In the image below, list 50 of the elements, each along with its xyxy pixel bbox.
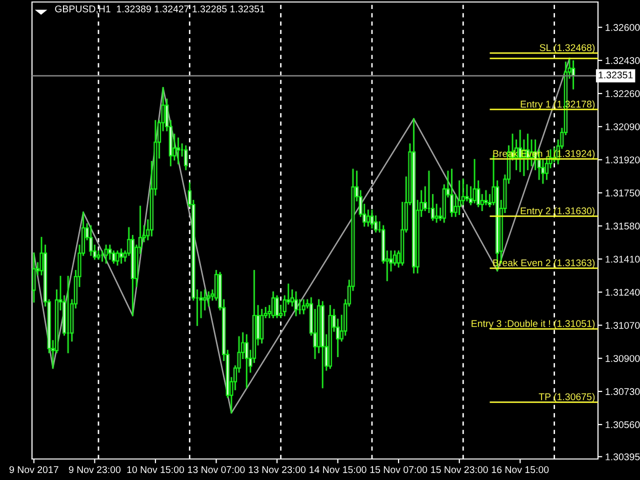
y-tick-label: 1.30395 (606, 453, 640, 460)
ref-line-label: Entry 2 (1.31630) (520, 207, 595, 216)
x-tick-label: 16 Nov 15:00 (492, 466, 549, 474)
candlestick (366, 210, 370, 227)
y-tick-label: 1.31750 (606, 190, 640, 196)
x-tick-label: 15 Nov 07:00 (370, 466, 428, 474)
x-tick-label: 15 Nov 23:00 (431, 466, 488, 474)
y-tick-label: 1.30900 (606, 355, 640, 362)
candlestick (294, 291, 298, 316)
candlestick (484, 190, 488, 206)
candlestick (260, 308, 264, 344)
y-tick-label: 1.32260 (606, 90, 640, 98)
candlestick (244, 334, 248, 388)
candlestick (302, 299, 306, 314)
x-tick-label: 13 Nov 07:00 (188, 466, 245, 474)
candlestick (116, 250, 120, 266)
ref-line-label: Entry 3 :Double it ! (1.31051) (472, 320, 595, 329)
chart-title: GBPUSD,H1 1.32389 1.32427 1.32285 1.32351 (55, 5, 264, 14)
x-tick-label: 10 Nov 15:00 (127, 466, 184, 474)
x-tick-label: 9 Nov 23:00 (68, 466, 121, 474)
ref-line-label: 1.32351 (598, 72, 633, 78)
candlestick (458, 180, 462, 215)
x-tick-label: 14 Nov 15:00 (310, 466, 366, 474)
candlestick (104, 244, 108, 264)
x-tick-label: 13 Nov 23:00 (248, 466, 306, 474)
y-tick-label: 1.31240 (606, 288, 640, 296)
candlestick (32, 252, 36, 303)
y-tick-label: 1.31410 (606, 256, 640, 263)
candlestick (203, 289, 207, 310)
y-tick-label: 1.31580 (606, 222, 640, 230)
candlestick (206, 291, 210, 306)
y-tick-label: 1.31920 (606, 156, 640, 164)
candlestick (465, 184, 469, 202)
candlestick (271, 291, 275, 318)
candlestick (472, 159, 476, 204)
y-tick-label: 1.30730 (606, 388, 640, 396)
candlestick (89, 225, 93, 256)
y-tick-label: 1.32430 (606, 57, 640, 64)
y-tick-label: 1.32600 (606, 24, 640, 31)
y-tick-label: 1.32090 (606, 123, 640, 130)
candlestick (434, 204, 438, 223)
x-tick-label: 9 Nov 2017 (9, 466, 58, 474)
candlestick (108, 244, 112, 260)
ref-line-label: SL (1.32468) (540, 44, 595, 54)
candlestick (120, 248, 124, 264)
y-tick-label: 1.30560 (606, 421, 640, 428)
candlestick (176, 138, 180, 164)
ref-line-label: TP (1.30675) (538, 393, 595, 402)
y-tick-label: 1.31070 (606, 322, 640, 329)
candlestick (450, 168, 454, 217)
